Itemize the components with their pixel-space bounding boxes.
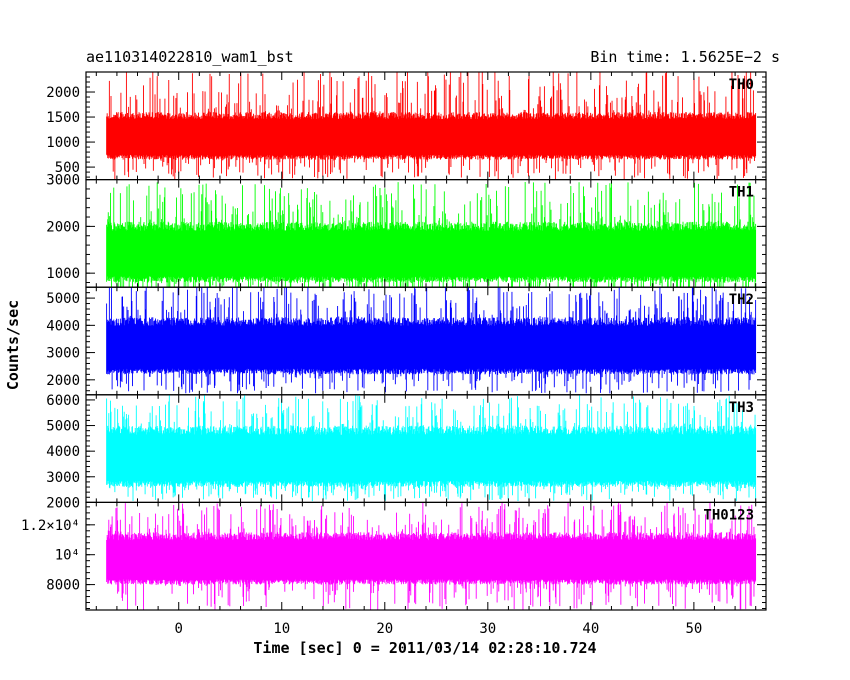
panel-label: TH0123 [703, 507, 754, 523]
y-tick-label: 3000 [46, 346, 80, 362]
panel-label: TH0 [729, 77, 754, 93]
panel-label: TH3 [729, 400, 754, 416]
x-axis: 0 10 20 30 40 50 [175, 621, 703, 637]
y-axis-label: Counts/sec [4, 300, 22, 390]
series-th0 [106, 72, 757, 180]
y-tick-label: 2000 [46, 219, 80, 235]
y-tick-label: 5000 [46, 419, 80, 435]
x-tick-label: 50 [685, 621, 702, 637]
x-tick-label: 20 [376, 621, 393, 637]
x-tick-label: 0 [175, 621, 183, 637]
chart-title: ae110314022810_wam1_bst [86, 48, 294, 66]
panels-group: 500 1000 1500 2000 TH0 1000 2000 3000 TH1 2000 300… [21, 71, 767, 611]
panel-th0123: 8000 10⁴ 1.2×10⁴ TH0123 [21, 501, 767, 611]
series-th0123 [106, 502, 757, 610]
y-tick-label: 8000 [46, 578, 80, 594]
bin-time-label: Bin time: 1.5625E−2 s [590, 48, 780, 66]
y-tick-label: 500 [55, 160, 80, 176]
panel-label: TH1 [729, 185, 754, 201]
x-axis-label: Time [sec] 0 = 2011/03/14 02:28:10.724 [253, 639, 596, 657]
panel-label: TH2 [729, 292, 754, 308]
y-tick-label: 1000 [46, 266, 80, 282]
series-th3 [106, 395, 757, 502]
panel-th0: 500 1000 1500 2000 TH0 [46, 71, 767, 181]
y-tick-label: 1500 [46, 110, 80, 126]
y-tick-label: 4000 [46, 444, 80, 460]
y-tick-label: 1.2×10⁴ [21, 518, 80, 534]
y-tick-label: 4000 [46, 318, 80, 334]
y-tick-label: 2000 [46, 495, 80, 511]
y-tick-label: 2000 [46, 85, 80, 101]
y-tick-label: 6000 [46, 393, 80, 409]
x-tick-label: 10 [273, 621, 290, 637]
y-tick-label: 2000 [46, 373, 80, 389]
y-tick-label: 5000 [46, 291, 80, 307]
panel-th2: 2000 3000 4000 5000 TH2 [46, 286, 767, 396]
x-tick-label: 40 [582, 621, 599, 637]
panel-th1: 1000 2000 3000 TH1 [46, 173, 767, 288]
y-tick-label: 3000 [46, 470, 80, 486]
y-tick-label: 1000 [46, 135, 80, 151]
panel-th3: 2000 3000 4000 5000 6000 TH3 [46, 393, 767, 511]
y-tick-label: 10⁴ [55, 548, 80, 564]
y-tick-label: 3000 [46, 173, 80, 189]
series-th1 [106, 182, 757, 288]
series-th2 [106, 287, 757, 394]
x-tick-label: 30 [479, 621, 496, 637]
